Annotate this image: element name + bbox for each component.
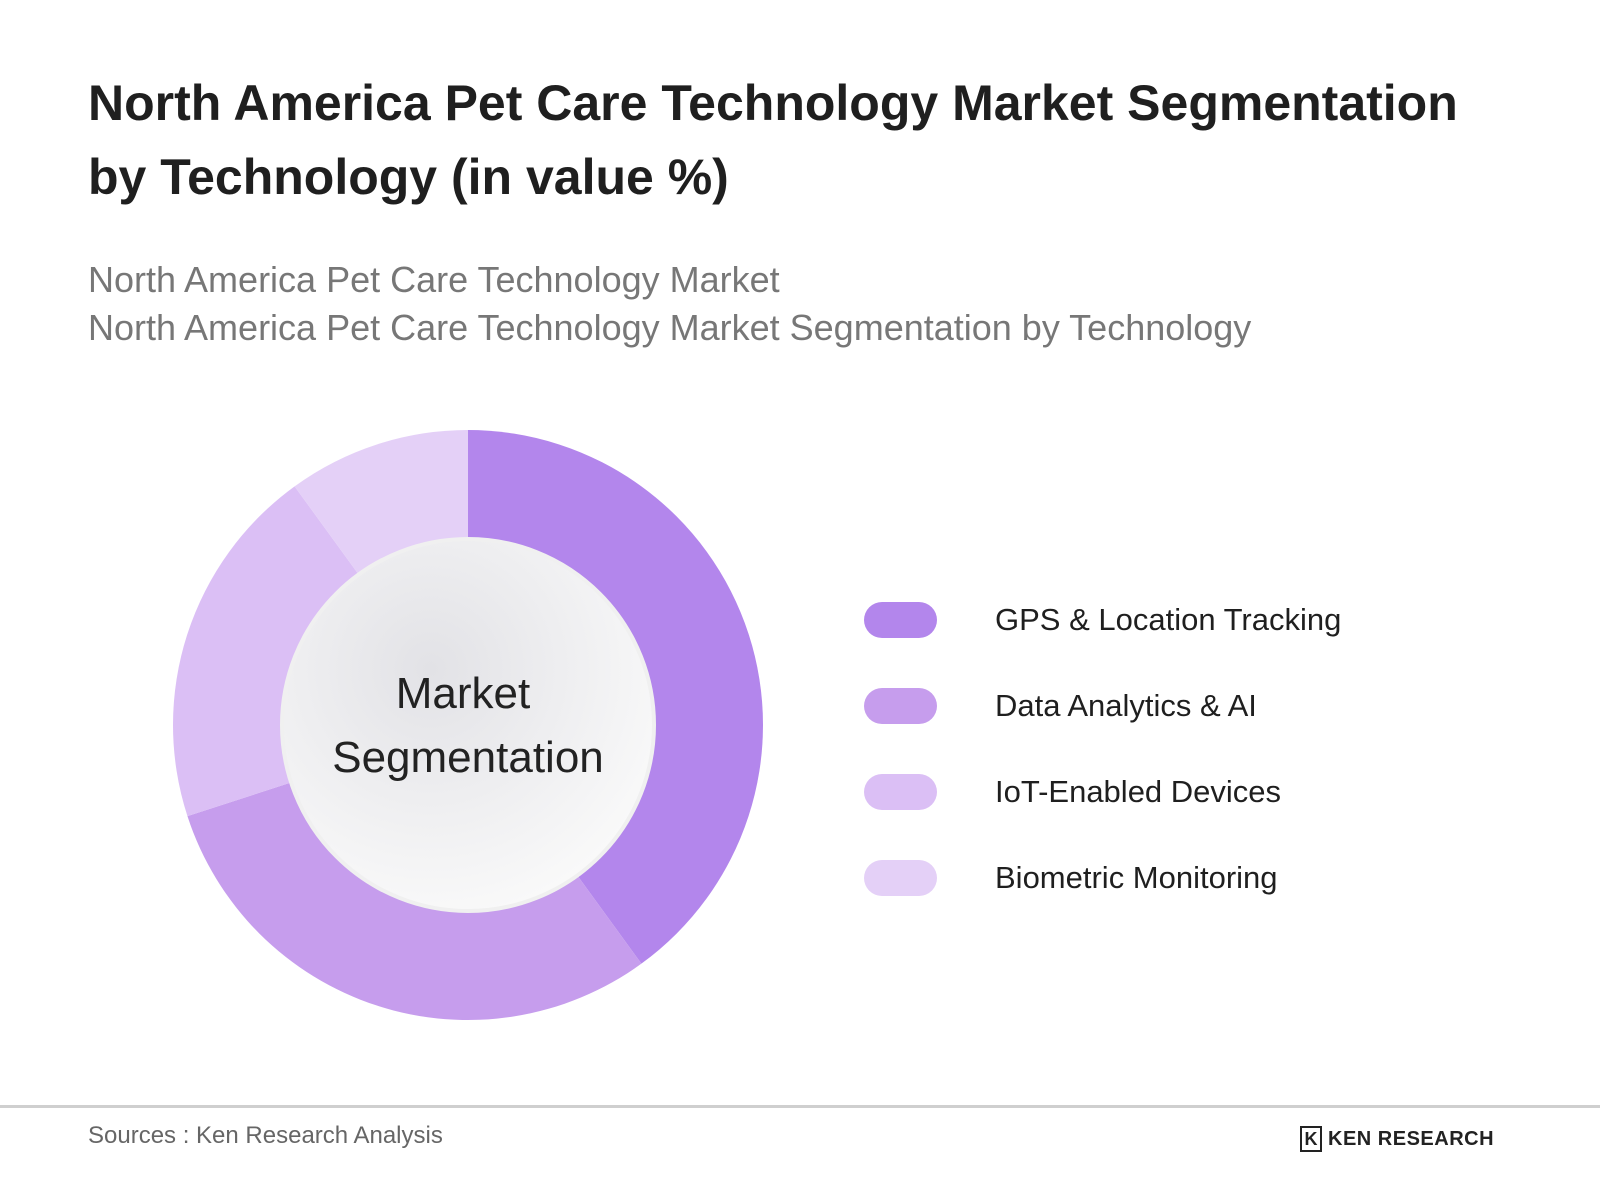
- center-label-line-1: Market: [396, 669, 530, 718]
- legend-swatch: [864, 774, 937, 810]
- source-note: Sources : Ken Research Analysis: [88, 1122, 443, 1149]
- legend-item: IoT-Enabled Devices: [864, 772, 1341, 858]
- center-circle: [280, 537, 656, 913]
- subtitle-line-2: North America Pet Care Technology Market…: [88, 307, 1252, 348]
- center-label-line-2: Segmentation: [332, 733, 604, 782]
- legend-label: Biometric Monitoring: [995, 860, 1278, 895]
- chart-title: North America Pet Care Technology Market…: [88, 75, 1458, 205]
- legend: GPS & Location Tracking Data Analytics & …: [864, 600, 1341, 944]
- subtitle-line-1: North America Pet Care Technology Market: [88, 259, 780, 300]
- legend-swatch: [864, 688, 937, 724]
- ken-research-logo: K KEN RESEARCH: [1300, 1126, 1494, 1152]
- logo-text: KEN RESEARCH: [1328, 1127, 1495, 1150]
- legend-swatch: [864, 602, 937, 638]
- donut-chart: Market Segmentation: [173, 430, 764, 1021]
- footer-divider: [0, 1105, 1600, 1108]
- legend-swatch: [864, 860, 937, 896]
- legend-label: GPS & Location Tracking: [995, 602, 1342, 637]
- legend-item: Biometric Monitoring: [864, 858, 1341, 944]
- legend-label: Data Analytics & AI: [995, 688, 1257, 723]
- logo-k-icon: K: [1300, 1126, 1322, 1152]
- legend-item: GPS & Location Tracking: [864, 600, 1341, 686]
- legend-label: IoT-Enabled Devices: [995, 774, 1282, 809]
- legend-item: Data Analytics & AI: [864, 686, 1341, 772]
